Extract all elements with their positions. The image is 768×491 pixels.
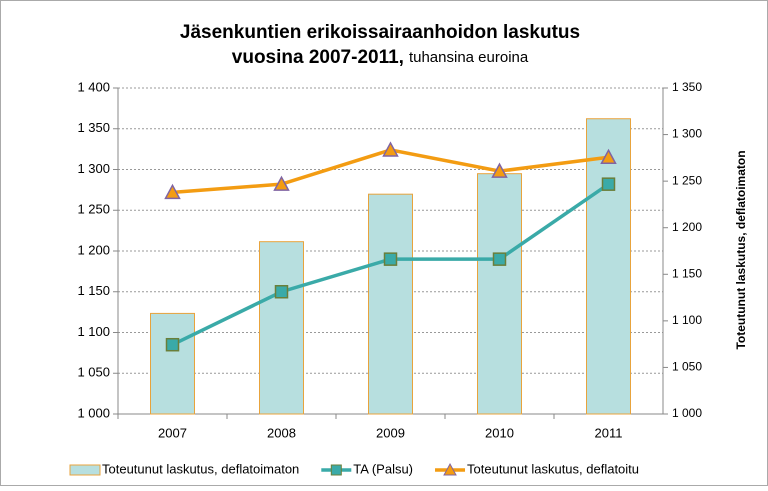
y-tick-label: 1 250 bbox=[77, 202, 110, 217]
bar bbox=[477, 173, 522, 415]
legend-swatch bbox=[69, 464, 101, 476]
y-tick-label: 1 150 bbox=[77, 283, 110, 298]
legend-label: Toteutunut laskutus, deflatoitu bbox=[467, 461, 639, 476]
bar bbox=[586, 118, 631, 415]
bar bbox=[259, 241, 304, 415]
y2-tick-label: 1 200 bbox=[672, 220, 702, 234]
y2-tick-label: 1 000 bbox=[672, 406, 702, 420]
x-tick-label: 2007 bbox=[158, 425, 187, 440]
y-tick-label: 1 000 bbox=[77, 405, 110, 420]
x-tick-label: 2009 bbox=[376, 425, 405, 440]
x-tick-label: 2011 bbox=[595, 425, 623, 440]
marker bbox=[165, 337, 180, 352]
marker bbox=[382, 141, 399, 157]
x-tick-label: 2008 bbox=[267, 425, 296, 440]
y2-tick-label: 1 300 bbox=[672, 127, 702, 141]
marker bbox=[600, 148, 617, 165]
legend-label: TA (Palsu) bbox=[353, 461, 413, 476]
marker bbox=[492, 252, 507, 266]
chart-subtitle: tuhansina euroina bbox=[409, 49, 529, 66]
y-tick-label: 1 050 bbox=[77, 365, 110, 380]
y-tick-label: 1 300 bbox=[77, 161, 110, 176]
y-tick-label: 1 200 bbox=[77, 242, 110, 257]
x-tick-label: 2010 bbox=[485, 425, 514, 440]
legend-marker bbox=[443, 462, 457, 476]
y-tick-label: 1 400 bbox=[77, 79, 110, 94]
y2-tick-label: 1 050 bbox=[672, 360, 702, 374]
legend-label: Toteutunut laskutus, deflatoimaton bbox=[102, 461, 299, 476]
marker bbox=[383, 252, 398, 266]
marker bbox=[273, 175, 290, 191]
chart-title-line2: vuosina 2007-2011, tuhansina euroina bbox=[232, 47, 529, 68]
y2-tick-label: 1 100 bbox=[672, 313, 702, 327]
y-tick-label: 1 100 bbox=[77, 324, 110, 339]
marker bbox=[164, 183, 181, 200]
bar bbox=[150, 312, 195, 415]
marker bbox=[491, 162, 508, 178]
y2-axis-label: Toteutunut laskutus, deflatoimaton bbox=[734, 150, 748, 349]
y-tick-label: 1 350 bbox=[77, 120, 110, 135]
bar bbox=[368, 193, 413, 415]
chart-title: vuosina 2007-2011, bbox=[232, 47, 404, 68]
y2-tick-label: 1 150 bbox=[672, 266, 702, 280]
chart-title: Jäsenkuntien erikoissairaanhoidon laskut… bbox=[180, 22, 580, 43]
legend-marker bbox=[330, 464, 342, 476]
marker bbox=[601, 177, 616, 191]
y2-tick-label: 1 350 bbox=[672, 80, 702, 94]
marker bbox=[274, 285, 289, 299]
y2-tick-label: 1 250 bbox=[672, 173, 702, 187]
